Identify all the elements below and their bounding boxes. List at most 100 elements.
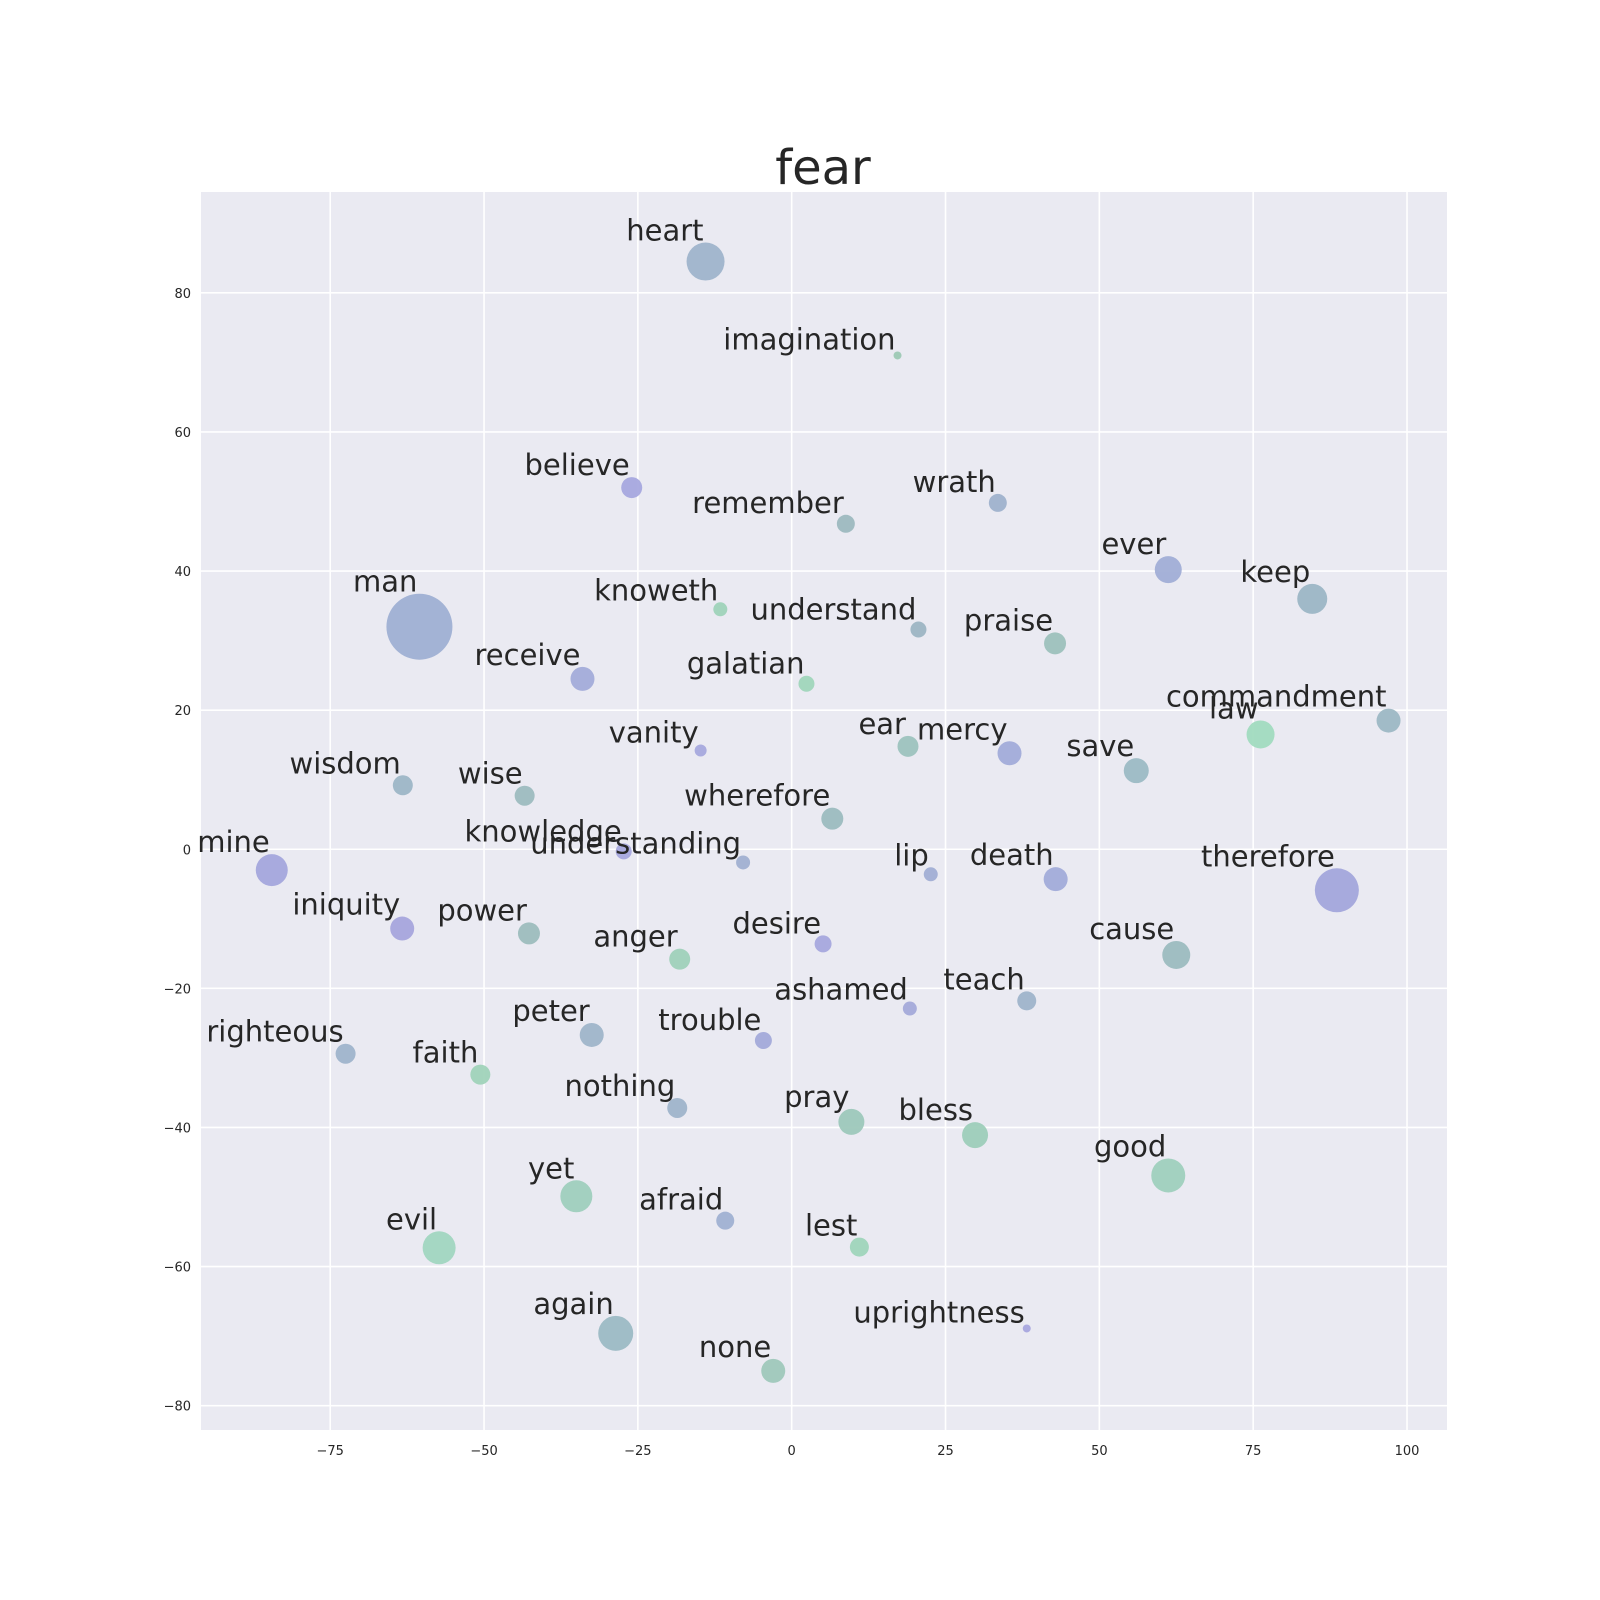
data-point-ever [1154, 556, 1182, 584]
data-point-bless [962, 1122, 989, 1149]
data-point-uprightness [1022, 1324, 1031, 1333]
x-tick-label: 100 [1395, 1444, 1420, 1459]
data-point-wrath [988, 493, 1007, 512]
y-tick-label: −60 [164, 1261, 191, 1276]
data-label-righteous: righteous [206, 1015, 343, 1049]
data-label-receive: receive [475, 638, 581, 672]
y-tick-label: 0 [183, 843, 191, 858]
data-label-remember: remember [692, 486, 844, 520]
data-point-power [517, 922, 540, 945]
data-label-man: man [353, 565, 417, 599]
data-point-vanity [694, 744, 707, 757]
y-tick-label: 60 [174, 426, 191, 441]
x-tick-label: 0 [788, 1444, 796, 1459]
data-point-lest [849, 1237, 869, 1257]
data-point-pray [838, 1108, 865, 1135]
data-label-understand: understand [750, 592, 916, 626]
data-points [255, 242, 1401, 1383]
data-label-mine: mine [197, 825, 270, 859]
data-label-iniquity: iniquity [292, 888, 400, 922]
data-point-faith [470, 1064, 491, 1085]
data-label-save: save [1066, 729, 1134, 763]
data-point-again [598, 1315, 634, 1351]
x-tick-label: 25 [937, 1444, 954, 1459]
data-label-pray: pray [784, 1080, 849, 1114]
data-point-anger [669, 948, 691, 970]
data-point-ashamed [902, 1001, 917, 1016]
data-point-none [761, 1358, 786, 1383]
data-point-evil [422, 1231, 456, 1265]
x-tick-label: −75 [316, 1444, 343, 1459]
data-label-knoweth: knoweth [594, 573, 718, 607]
data-label-heart: heart [626, 214, 703, 248]
data-point-law [1246, 720, 1275, 749]
data-point-heart [686, 242, 725, 281]
data-label-cause: cause [1089, 912, 1174, 946]
data-label-ear: ear [858, 707, 906, 741]
data-point-afraid [716, 1211, 735, 1230]
data-label-good: good [1094, 1129, 1166, 1163]
data-point-therefore [1314, 868, 1359, 913]
data-point-wise [514, 785, 535, 806]
data-point-keep [1297, 583, 1328, 614]
data-label-mercy: mercy [917, 712, 1007, 746]
data-label-faith: faith [413, 1036, 479, 1070]
x-tick-label: 50 [1091, 1444, 1108, 1459]
data-point-trouble [754, 1032, 772, 1050]
grid-lines [201, 192, 1447, 1430]
data-label-nothing: nothing [565, 1069, 676, 1103]
data-label-ashamed: ashamed [774, 973, 908, 1007]
data-point-righteous [335, 1043, 356, 1064]
data-point-iniquity [390, 916, 415, 941]
data-label-wrath: wrath [913, 465, 996, 499]
data-label-trouble: trouble [658, 1003, 761, 1037]
data-point-galatian [798, 675, 815, 692]
data-point-ear [897, 735, 919, 757]
y-tick-label: 80 [174, 287, 191, 302]
data-label-wisdom: wisdom [290, 746, 401, 780]
data-label-teach: teach [943, 962, 1024, 996]
data-point-understand [910, 621, 927, 638]
data-label-afraid: afraid [639, 1183, 723, 1217]
data-label-imagination: imagination [723, 322, 895, 356]
x-tick-label: −50 [470, 1444, 497, 1459]
axis-ticks: −75 −50 −25 0 25 50 75 100 −80 −60 −40 −20 0 20 40 60 80 [164, 287, 1420, 1459]
data-label-bless: bless [899, 1093, 974, 1127]
data-label-understanding: understanding [530, 826, 741, 860]
data-label-believe: believe [524, 448, 629, 482]
data-label-knowledge: knowledge [465, 814, 622, 848]
data-point-man [386, 593, 453, 660]
data-point-peter [579, 1022, 604, 1047]
data-point-knoweth [713, 602, 728, 617]
y-tick-label: −80 [164, 1400, 191, 1415]
data-point-imagination [893, 351, 902, 360]
data-label-again: again [533, 1287, 613, 1321]
plot-area [201, 192, 1447, 1430]
data-label-lest: lest [805, 1209, 857, 1243]
data-label-wherefore: wherefore [684, 779, 830, 813]
data-label-galatian: galatian [687, 647, 805, 681]
data-label-uprightness: uprightness [853, 1295, 1024, 1329]
y-tick-label: 20 [174, 704, 191, 719]
data-label-law: law [1209, 691, 1259, 725]
data-label-vanity: vanity [609, 715, 699, 749]
data-point-death [1043, 867, 1068, 892]
data-label-keep: keep [1240, 555, 1310, 589]
data-point-teach [1017, 991, 1037, 1011]
data-point-understanding [736, 855, 751, 870]
data-point-praise [1044, 632, 1067, 655]
data-point-wisdom [392, 775, 413, 796]
data-label-lip: lip [894, 838, 929, 872]
data-point-mercy [997, 741, 1022, 766]
data-point-knowledge [615, 843, 632, 860]
y-tick-label: −40 [164, 1121, 191, 1136]
data-point-receive [570, 666, 595, 691]
data-label-death: death [970, 838, 1054, 872]
data-label-desire: desire [733, 906, 822, 940]
y-tick-label: 40 [174, 565, 191, 580]
data-point-nothing [667, 1097, 688, 1118]
data-point-believe [621, 477, 643, 499]
data-label-power: power [437, 893, 527, 927]
data-point-mine [255, 854, 288, 887]
